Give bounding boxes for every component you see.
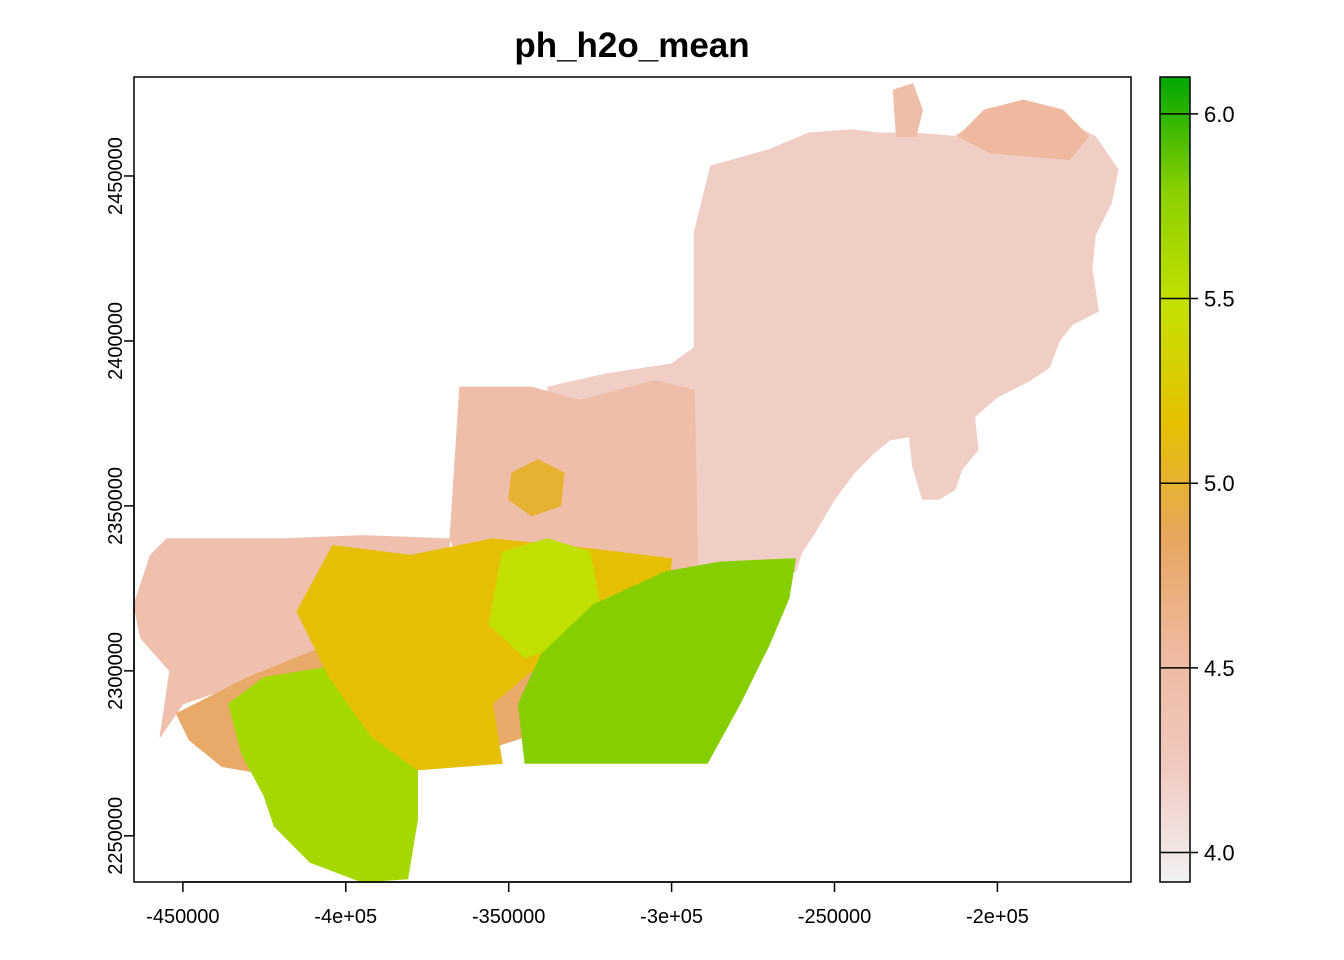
map-region-northeast-finger (892, 83, 923, 137)
map-title: ph_h2o_mean (514, 26, 749, 65)
x-axis: -450000 -4e+05 -350000 -3e+05 -250000 -2e+05 (146, 881, 1029, 928)
color-legend: 4.0 4.5 5.0 5.5 6.0 (1159, 76, 1235, 883)
raster-layer (133, 83, 1119, 883)
legend-tick-label: 4.5 (1204, 656, 1235, 681)
legend-tick-label: 5.5 (1204, 287, 1235, 312)
x-tick-label: -3e+05 (640, 906, 703, 928)
map-region-central-yellow-spot (508, 459, 565, 517)
map-region-southeast-block (518, 558, 796, 764)
legend-tick-label: 4.0 (1204, 840, 1235, 865)
y-axis: 2250000 2300000 2350000 2400000 2450000 (105, 137, 135, 875)
x-tick-label: -4e+05 (314, 906, 377, 928)
legend-tick-label: 5.0 (1204, 471, 1235, 496)
x-tick-label: -450000 (146, 906, 219, 928)
y-tick-label: 2400000 (105, 302, 127, 380)
map-region-north-rim (957, 99, 1090, 160)
y-tick-label: 2300000 (105, 632, 127, 710)
x-tick-label: -250000 (798, 906, 871, 928)
y-tick-label: 2250000 (105, 797, 127, 875)
legend-colorbar (1159, 76, 1191, 883)
x-tick-label: -2e+05 (966, 906, 1029, 928)
y-tick-label: 2450000 (105, 137, 127, 215)
x-tick-label: -350000 (472, 906, 545, 928)
y-tick-label: 2350000 (105, 467, 127, 545)
legend-tick-label: 6.0 (1204, 102, 1235, 127)
